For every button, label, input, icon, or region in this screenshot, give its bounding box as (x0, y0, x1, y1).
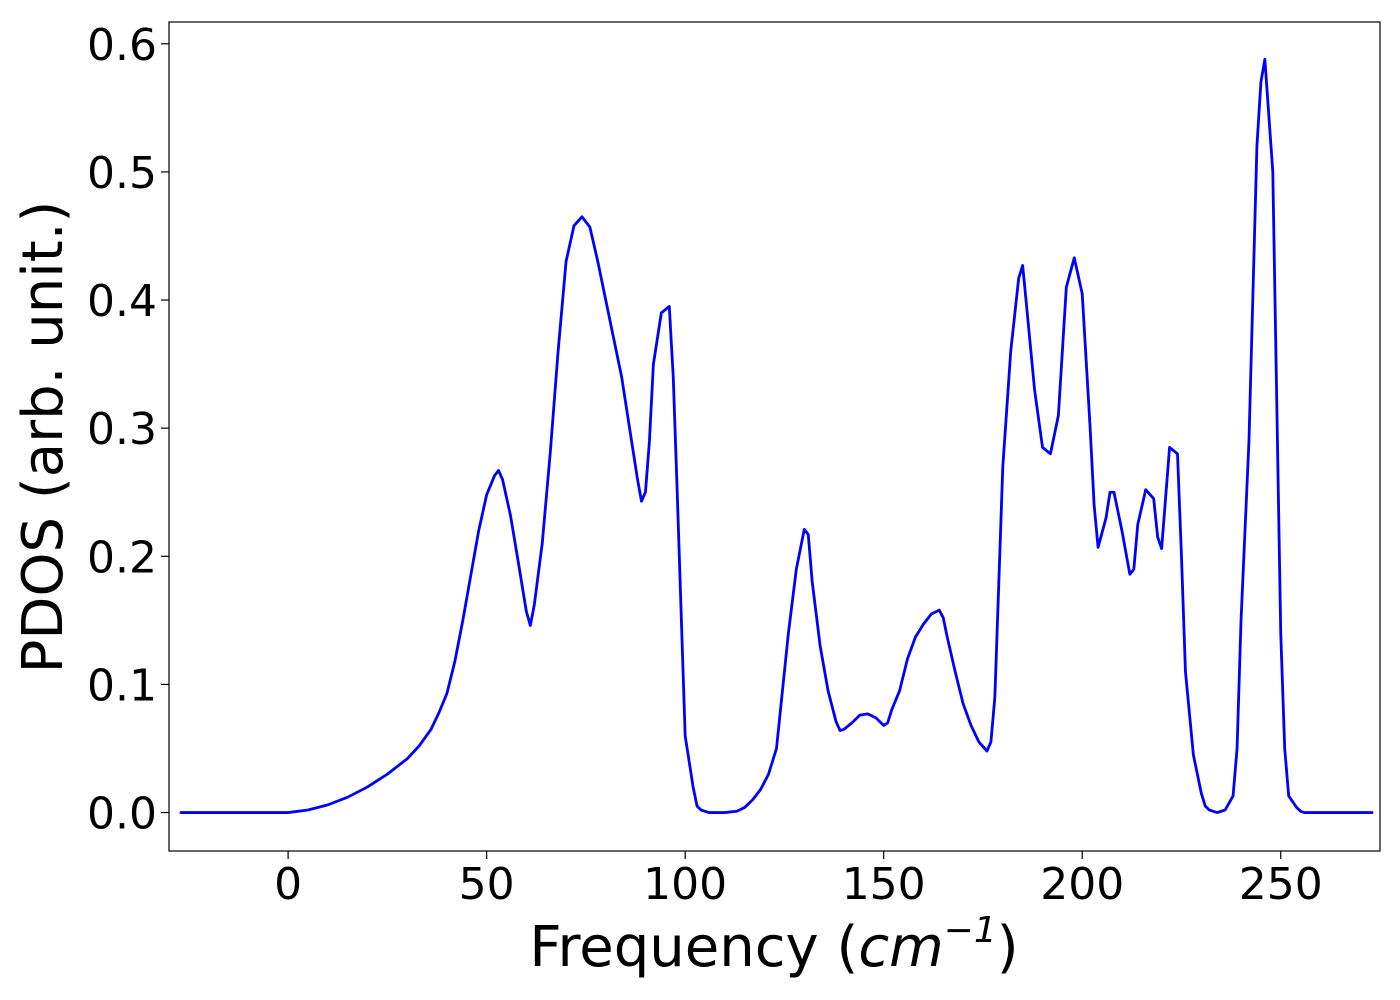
plot-area (168, 21, 1381, 852)
x-tick-label: 100 (643, 859, 727, 910)
x-axis-label-exponent: −1 (944, 910, 997, 951)
x-axis-ticks: 0 50 100 150 200 250 (274, 851, 1323, 910)
x-axis-label-close: ) (997, 915, 1019, 980)
y-tick-label: 0.3 (87, 404, 157, 455)
y-tick-label: 0.5 (87, 148, 157, 199)
y-tick-label: 0.0 (87, 789, 157, 840)
x-axis-label-main: Frequency ( (529, 915, 858, 980)
x-axis-label-unit: cm (858, 915, 943, 980)
x-tick-label: 0 (274, 859, 302, 910)
y-tick-label: 0.6 (87, 20, 157, 71)
x-tick-label: 150 (842, 859, 926, 910)
x-tick-label: 200 (1040, 859, 1124, 910)
y-axis-label: PDOS (arb. unit.) (11, 201, 76, 674)
y-axis-ticks: 0.0 0.1 0.2 0.3 0.4 0.5 0.6 (87, 20, 169, 840)
y-tick-label: 0.4 (87, 276, 157, 327)
x-tick-label: 250 (1239, 859, 1323, 910)
x-tick-label: 50 (459, 859, 515, 910)
y-tick-label: 0.1 (87, 660, 157, 711)
y-tick-label: 0.2 (87, 532, 157, 583)
x-axis-label: Frequency (cm−1) (529, 910, 1018, 980)
pdos-series-line (179, 57, 1374, 814)
